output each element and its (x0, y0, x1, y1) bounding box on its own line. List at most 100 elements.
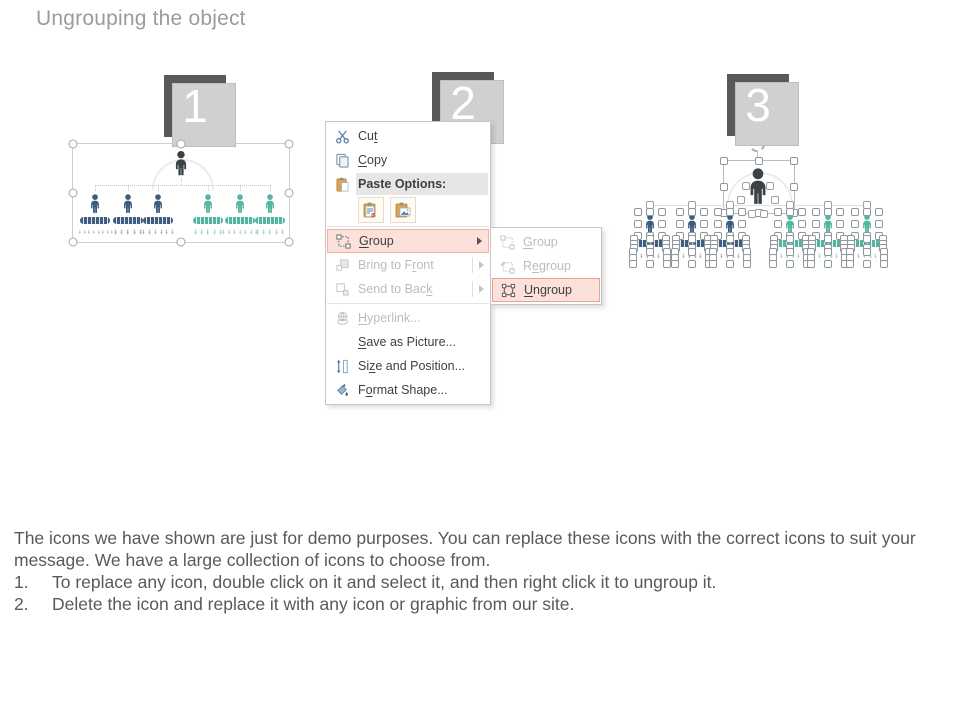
resize-handle[interactable] (786, 235, 794, 243)
resize-handle[interactable] (646, 248, 654, 256)
resize-handle[interactable] (824, 260, 832, 268)
resize-handle[interactable] (824, 235, 832, 243)
resize-handle[interactable] (798, 208, 806, 216)
resize-handle[interactable] (738, 220, 746, 228)
resize-handle[interactable] (863, 248, 871, 256)
menu-item-send-to-back[interactable]: Send to Back (326, 277, 490, 301)
resize-handle[interactable] (836, 208, 844, 216)
resize-handle[interactable] (846, 260, 854, 268)
resize-handle[interactable] (812, 208, 820, 216)
resize-handle[interactable] (176, 139, 186, 149)
shape-handle[interactable] (742, 182, 750, 190)
submenu-item-group[interactable]: Group (491, 230, 601, 254)
resize-handle[interactable] (676, 208, 684, 216)
resize-handle[interactable] (812, 220, 820, 228)
resize-handle[interactable] (284, 237, 294, 247)
resize-handle[interactable] (726, 248, 734, 256)
resize-handle[interactable] (634, 220, 642, 228)
resize-handle[interactable] (726, 260, 734, 268)
menu-item-cut[interactable]: Cut (326, 124, 490, 148)
menu-item-group[interactable]: Group (327, 229, 489, 253)
resize-handle[interactable] (284, 139, 294, 149)
resize-handle[interactable] (863, 208, 871, 216)
resize-handle[interactable] (646, 260, 654, 268)
mini-person-icon (154, 229, 157, 235)
resize-handle[interactable] (824, 208, 832, 216)
resize-handle[interactable] (714, 208, 722, 216)
resize-handle[interactable] (629, 260, 637, 268)
resize-handle[interactable] (68, 237, 78, 247)
submenu-item-regroup[interactable]: Regroup (491, 254, 601, 278)
resize-handle[interactable] (68, 188, 78, 198)
resize-handle[interactable] (714, 220, 722, 228)
shape-handle[interactable] (748, 210, 756, 218)
resize-handle[interactable] (774, 208, 782, 216)
resize-handle[interactable] (836, 220, 844, 228)
menu-item-bring-to-front[interactable]: Bring to Front (326, 253, 490, 277)
resize-handle[interactable] (875, 208, 883, 216)
resize-handle[interactable] (824, 248, 832, 256)
resize-handle[interactable] (688, 260, 696, 268)
ungrouped-cluster[interactable] (709, 200, 751, 272)
resize-handle[interactable] (634, 208, 642, 216)
shape-handle[interactable] (766, 182, 774, 190)
resize-handle[interactable] (880, 260, 888, 268)
ungrouped-cluster[interactable] (807, 200, 849, 272)
shape-handle[interactable] (771, 196, 779, 204)
resize-handle[interactable] (658, 208, 666, 216)
resize-handle[interactable] (671, 260, 679, 268)
resize-handle[interactable] (863, 260, 871, 268)
resize-handle[interactable] (807, 260, 815, 268)
org-chart-grouped[interactable] (68, 127, 294, 247)
resize-handle[interactable] (646, 208, 654, 216)
resize-handle[interactable] (700, 208, 708, 216)
resize-handle[interactable] (726, 208, 734, 216)
ungrouped-cluster[interactable] (769, 200, 811, 272)
resize-handle[interactable] (851, 208, 859, 216)
resize-handle[interactable] (863, 235, 871, 243)
ungrouped-cluster[interactable] (629, 200, 671, 272)
resize-handle[interactable] (755, 157, 763, 165)
menu-item-save-as-picture[interactable]: Save as Picture... (326, 330, 490, 354)
menu-item-size-and-position[interactable]: Size and Position... (326, 354, 490, 378)
submenu-item-ungroup[interactable]: Ungroup (492, 278, 600, 302)
resize-handle[interactable] (851, 220, 859, 228)
resize-handle[interactable] (738, 208, 746, 216)
resize-handle[interactable] (646, 235, 654, 243)
paste-as-picture-button[interactable] (390, 197, 416, 223)
paste-keep-formatting-button[interactable]: a (358, 197, 384, 223)
resize-handle[interactable] (688, 208, 696, 216)
resize-handle[interactable] (709, 260, 717, 268)
resize-handle[interactable] (786, 260, 794, 268)
resize-handle[interactable] (284, 188, 294, 198)
menu-item-format-shape[interactable]: Format Shape... (326, 378, 490, 402)
resize-handle[interactable] (798, 220, 806, 228)
selection-frame[interactable] (720, 157, 798, 217)
resize-handle[interactable] (676, 220, 684, 228)
resize-handle[interactable] (790, 183, 798, 191)
resize-handle[interactable] (726, 235, 734, 243)
resize-handle[interactable] (658, 220, 666, 228)
menu-item-copy[interactable]: Copy (326, 148, 490, 172)
shape-handle[interactable] (760, 210, 768, 218)
resize-handle[interactable] (875, 220, 883, 228)
selection-frame[interactable] (68, 139, 294, 247)
menu-item-hyperlink[interactable]: Hyperlink... (326, 306, 490, 330)
ungrouped-cluster[interactable] (846, 200, 888, 272)
resize-handle[interactable] (688, 248, 696, 256)
resize-handle[interactable] (786, 208, 794, 216)
resize-handle[interactable] (786, 248, 794, 256)
resize-handle[interactable] (774, 220, 782, 228)
resize-handle[interactable] (769, 260, 777, 268)
resize-handle[interactable] (688, 235, 696, 243)
resize-handle[interactable] (663, 260, 671, 268)
shape-handle[interactable] (737, 196, 745, 204)
resize-handle[interactable] (720, 157, 728, 165)
resize-handle[interactable] (176, 237, 186, 247)
resize-handle[interactable] (700, 220, 708, 228)
ungrouped-cluster[interactable] (671, 200, 713, 272)
resize-handle[interactable] (743, 260, 751, 268)
resize-handle[interactable] (720, 183, 728, 191)
resize-handle[interactable] (68, 139, 78, 149)
resize-handle[interactable] (790, 157, 798, 165)
